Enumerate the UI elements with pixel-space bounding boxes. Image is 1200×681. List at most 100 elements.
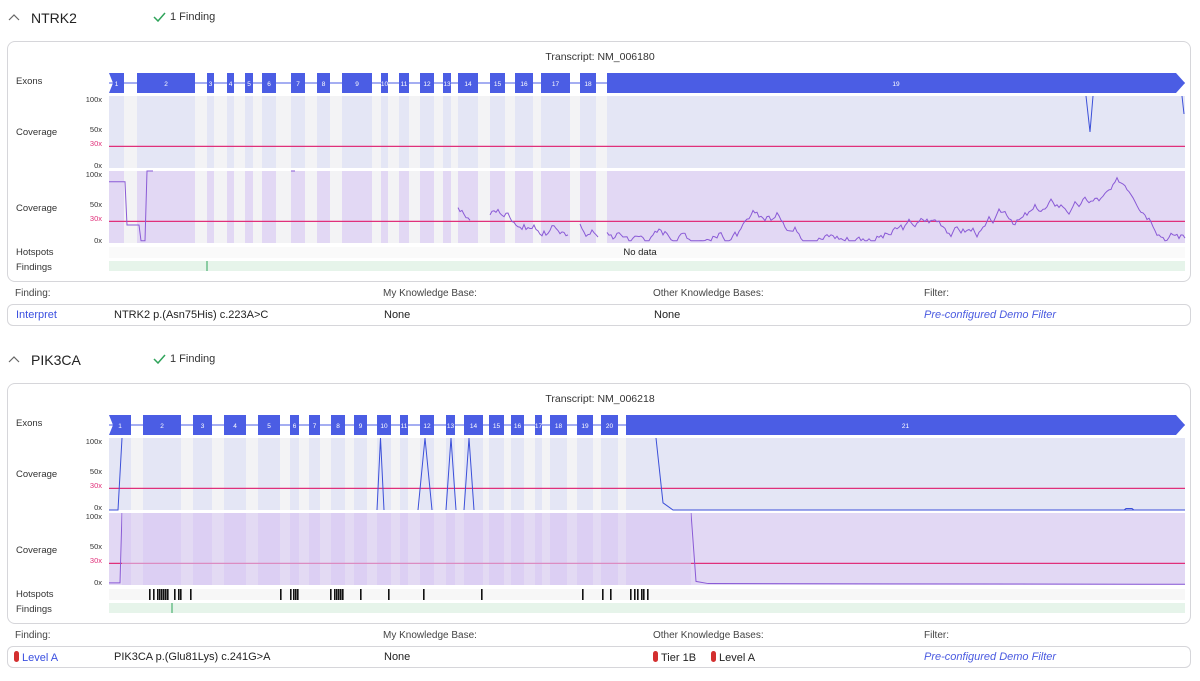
tick-0x: 0x	[94, 161, 102, 170]
tick-30x: 30x	[90, 556, 102, 565]
coverage-tracks-ntrk2: Transcript: NM_006180 Exons Coverage Cov…	[16, 51, 1186, 273]
exon-box	[143, 415, 181, 435]
exon-number: 15	[494, 81, 502, 88]
filter-link[interactable]: Pre-configured Demo Filter	[924, 309, 1057, 321]
exon-box	[446, 415, 455, 435]
exon-column	[354, 438, 367, 510]
coverage-line-1	[1123, 508, 1135, 511]
finding-row-pik3ca[interactable]: Level A PIK3CA p.(Glu81Lys) c.241G>A Non…	[7, 646, 1191, 668]
hotspot-bar	[178, 589, 180, 600]
findings-label: Findings	[16, 262, 52, 273]
exon-column	[399, 96, 409, 168]
exon-number: 5	[247, 81, 251, 88]
findings-track	[109, 603, 1185, 613]
exon-box	[291, 73, 305, 93]
coverage-line-1	[1085, 95, 1094, 133]
exon-box	[400, 415, 408, 435]
interpret-link[interactable]: Interpret	[16, 309, 57, 321]
exon-number: 16	[514, 423, 522, 430]
tick-30x: 30x	[90, 139, 102, 148]
exon-column	[227, 96, 234, 168]
hotspot-bar	[342, 589, 344, 600]
exon-number: 13	[443, 81, 451, 88]
tick-30x: 30x	[90, 214, 102, 223]
hotspot-bar	[149, 589, 151, 600]
exon-box	[224, 415, 246, 435]
transcript-title: Transcript: NM_006180	[545, 51, 654, 63]
tick-50x: 50x	[90, 200, 102, 209]
exon-column	[464, 438, 483, 510]
exon-box	[420, 73, 434, 93]
exon-box	[464, 415, 483, 435]
finding-row-ntrk2[interactable]: Interpret NTRK2 p.(Asn75His) c.223A>C No…	[7, 304, 1191, 326]
findings-track	[109, 261, 1185, 271]
exon-box	[245, 73, 253, 93]
gene-header-pik3ca: PIK3CA 1 Finding	[0, 346, 1200, 372]
exon-column	[511, 438, 524, 510]
exon-box	[420, 415, 434, 435]
chevron-up-icon[interactable]	[8, 12, 20, 22]
exon-box	[577, 415, 593, 435]
hotspot-bar	[338, 589, 340, 600]
exon-number: 1	[115, 81, 119, 88]
hotspots-label: Hotspots	[16, 247, 54, 258]
exon-column	[490, 96, 505, 168]
exon-number: 6	[293, 423, 297, 430]
tick-0x: 0x	[94, 236, 102, 245]
tick-100x: 100x	[86, 512, 103, 521]
level-a-link[interactable]: Level A	[14, 651, 58, 664]
tier-pill-icon	[653, 651, 658, 662]
exon-column	[515, 96, 533, 168]
my-kb-header: My Knowledge Base:	[383, 630, 477, 641]
hotspot-bar	[174, 589, 176, 600]
chevron-up-icon[interactable]	[8, 354, 20, 364]
tick-100x: 100x	[86, 95, 103, 104]
exon-box	[511, 415, 524, 435]
coverage-panel-pik3ca: Transcript: NM_006218 Exons Coverage Cov…	[7, 383, 1191, 624]
exon-column	[399, 171, 409, 243]
hotspot-bar	[423, 589, 425, 600]
exon-box	[607, 73, 1185, 93]
hotspot-bar	[647, 589, 649, 600]
exon-column	[227, 171, 234, 243]
exon-column	[490, 171, 505, 243]
exon-box	[354, 415, 367, 435]
hotspot-bar	[153, 589, 155, 600]
filter-link[interactable]: Pre-configured Demo Filter	[924, 651, 1057, 663]
exon-number: 12	[423, 81, 431, 88]
hotspot-bar	[167, 589, 169, 600]
tick-0x: 0x	[94, 578, 102, 587]
finding-count-label: 1 Finding	[170, 11, 216, 23]
exon-column	[580, 96, 596, 168]
exon-column	[342, 171, 372, 243]
exon-number: 3	[209, 81, 213, 88]
exon-column	[443, 96, 451, 168]
transcript-title: Transcript: NM_006218	[545, 393, 654, 405]
hotspots-no-data: No data	[623, 247, 657, 258]
exon-number: 18	[555, 423, 563, 430]
hotspot-bar	[643, 589, 645, 600]
hotspot-bar	[190, 589, 192, 600]
findings-label: Findings	[16, 604, 52, 615]
tick-50x: 50x	[90, 467, 102, 476]
finding-header: Finding:	[15, 288, 51, 299]
exon-column	[317, 171, 330, 243]
exon-column	[420, 438, 434, 510]
exon-column	[443, 171, 451, 243]
exon-number: 10	[380, 423, 388, 430]
exon-number: 13	[447, 423, 455, 430]
exon-box	[381, 73, 388, 93]
exon-box	[490, 73, 505, 93]
exon-box	[331, 415, 345, 435]
exon-box	[515, 73, 533, 93]
exon-number: 4	[229, 81, 233, 88]
exon-column	[381, 96, 388, 168]
coverage-label-2: Coverage	[16, 545, 57, 556]
level-pill-icon	[14, 651, 19, 662]
exon-box	[309, 415, 320, 435]
exon-column	[224, 438, 246, 510]
exon-column	[515, 171, 533, 243]
finding-count: 1 Finding	[153, 11, 215, 23]
exon-number: 7	[313, 423, 317, 430]
exon-number: 16	[520, 81, 528, 88]
